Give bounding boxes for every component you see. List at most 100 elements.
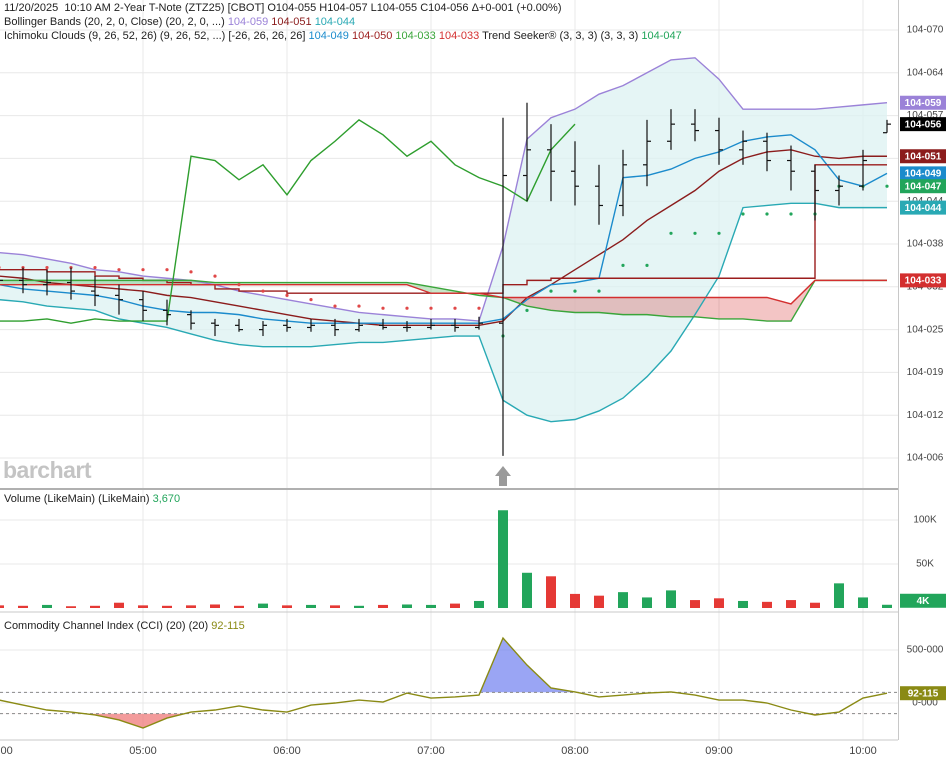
cloud-fill [551, 297, 575, 313]
volume-panel [0, 510, 892, 608]
y-tick-label: 0-000 [912, 698, 938, 709]
indicator-line [0, 149, 887, 327]
price-tag-label: 104-059 [905, 98, 942, 109]
volume-bar [114, 602, 124, 608]
volume-bar [498, 510, 508, 608]
trend-dot [141, 268, 145, 272]
trend-dot [741, 212, 745, 216]
indicator-line [0, 279, 887, 305]
price-tag-label: 92-115 [908, 688, 939, 699]
volume-bar [138, 605, 148, 608]
price-tag [900, 117, 946, 132]
study-params: (9, 26, 52, ...) [-26, 26, 26, 26] [159, 30, 306, 42]
x-tick-label: 04:00 [0, 745, 13, 757]
trend-dot [621, 263, 625, 268]
trend-dot [213, 274, 217, 278]
legend-row: 11/20/2025 10:10 AM 2-Year T-Note (ZTZ25… [4, 1, 685, 15]
trend-dot [381, 306, 385, 310]
volume-bar [426, 604, 436, 608]
volume-bar [354, 605, 364, 608]
price-tag [900, 179, 946, 194]
volume-bar [210, 604, 220, 608]
indicator-line [0, 118, 576, 324]
y-tick-label: 50K [916, 559, 934, 570]
trend-dot [357, 304, 361, 308]
trend-dot [789, 212, 793, 216]
price-tag [900, 95, 946, 110]
volume-bar [546, 576, 556, 608]
study-name: Ichimoku Clouds (9, 26, 52, 26) [4, 30, 157, 42]
volume-bar [738, 600, 748, 608]
y-tick-label: 104-019 [907, 367, 944, 378]
volume-bar [714, 598, 724, 608]
volume-bar [282, 605, 292, 608]
study-value: 104-047 [641, 30, 682, 42]
quote-header: 11/20/2025 10:10 AM 2-Year T-Note (ZTZ25… [4, 2, 562, 14]
trend-dot [333, 304, 337, 308]
trend-dot [405, 306, 409, 310]
volume-bar [330, 605, 340, 608]
indicator-line [0, 202, 887, 423]
trend-dot [885, 184, 889, 188]
price-tag-label: 104-044 [905, 203, 942, 214]
study-name: Commodity Channel Index (CCI) (20) [4, 620, 186, 632]
cloud-fill [719, 297, 743, 319]
legend-row: Volume (LikeMain) (LikeMain) 3,670 [4, 492, 183, 506]
y-tick-label: 104-064 [907, 67, 944, 78]
trend-dot [309, 298, 313, 302]
cloud-fill [119, 280, 143, 285]
price-tag [900, 166, 946, 181]
price-tag [900, 593, 946, 608]
trend-dot [237, 283, 241, 287]
study-value: 104-033 [438, 30, 480, 42]
cloud-fill [671, 297, 695, 317]
legend-row: Ichimoku Clouds (9, 26, 52, 26) (9, 26, … [4, 29, 685, 43]
y-tick-label: 100K [913, 515, 937, 526]
volume-bar [42, 604, 52, 608]
volume-bar [690, 600, 700, 608]
price-tag-label: 4K [917, 596, 931, 607]
volume-bar [834, 583, 844, 608]
lines [0, 57, 889, 423]
price-tag-label: 104-051 [905, 151, 942, 162]
volume-bar [234, 605, 244, 608]
trend-dot [693, 231, 697, 235]
trend-dot [477, 306, 481, 310]
volume-bar [90, 605, 100, 608]
price-tag-label: 104-047 [905, 181, 942, 192]
study-value: 104-050 [351, 30, 393, 42]
volume-bar [642, 597, 652, 608]
cci-fill [83, 713, 827, 729]
study-value: 104-033 [395, 30, 436, 42]
volume-bar [858, 597, 868, 608]
study-value: 104-059 [227, 16, 269, 28]
trend-dot [453, 306, 457, 310]
trend-dot [189, 270, 193, 274]
study-value: 104-051 [271, 16, 312, 28]
study-value: 3,670 [152, 493, 181, 505]
price-bars [0, 102, 891, 456]
trend-dot [93, 265, 97, 270]
cloud-fill [95, 280, 119, 285]
y-tick-label: 104-057 [907, 110, 944, 121]
y-tick-label: 104-012 [907, 410, 944, 421]
indicator-line [0, 164, 887, 294]
watermark: barchart [3, 457, 92, 483]
cloud-fill [695, 297, 719, 319]
x-tick-label: 06:00 [273, 745, 301, 757]
legend: 11/20/2025 10:10 AM 2-Year T-Note (ZTZ25… [4, 1, 685, 43]
study-name: Volume (LikeMain) [4, 493, 96, 505]
trend-dot [261, 289, 265, 293]
trend-dot [765, 212, 769, 216]
cloud-fill [623, 297, 647, 315]
volume-bar [762, 601, 772, 608]
volume-bar [162, 605, 172, 608]
volume-bar [378, 604, 388, 608]
cloud-fill [743, 297, 767, 322]
legend-row: Commodity Channel Index (CCI) (20) (20) … [4, 619, 248, 633]
trend-dot [0, 266, 1, 269]
study-name: Trend Seeker® (3, 3, 3) [482, 30, 598, 42]
volume-bar [450, 603, 460, 608]
cloud-fill [71, 280, 95, 285]
